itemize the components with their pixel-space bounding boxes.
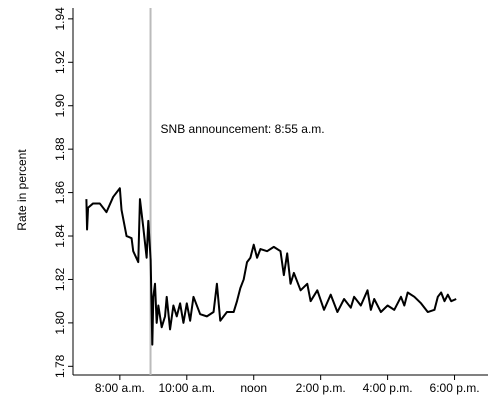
y-tick-label: 1.86 bbox=[53, 181, 67, 205]
x-tick-label: 2:00 p.m. bbox=[296, 381, 346, 395]
x-tick-label: 6:00 p.m. bbox=[430, 381, 480, 395]
y-tick-label: 1.78 bbox=[53, 354, 67, 378]
y-tick-label: 1.82 bbox=[53, 267, 67, 291]
annotation-label: SNB announcement: 8:55 a.m. bbox=[161, 122, 325, 136]
x-tick-label: 10:00 a.m. bbox=[158, 381, 215, 395]
y-tick-label: 1.88 bbox=[53, 137, 67, 161]
y-tick-label: 1.92 bbox=[53, 50, 67, 74]
x-tick-label: noon bbox=[240, 381, 267, 395]
x-tick-label: 4:00 p.m. bbox=[363, 381, 413, 395]
y-tick-label: 1.84 bbox=[53, 224, 67, 248]
y-axis-title: Rate in percent bbox=[15, 149, 29, 231]
y-tick-label: 1.90 bbox=[53, 94, 67, 118]
y-tick-label: 1.80 bbox=[53, 311, 67, 335]
data-line bbox=[85, 187, 457, 346]
x-tick-label: 8:00 a.m. bbox=[95, 381, 145, 395]
y-tick-label: 1.94 bbox=[53, 7, 67, 31]
